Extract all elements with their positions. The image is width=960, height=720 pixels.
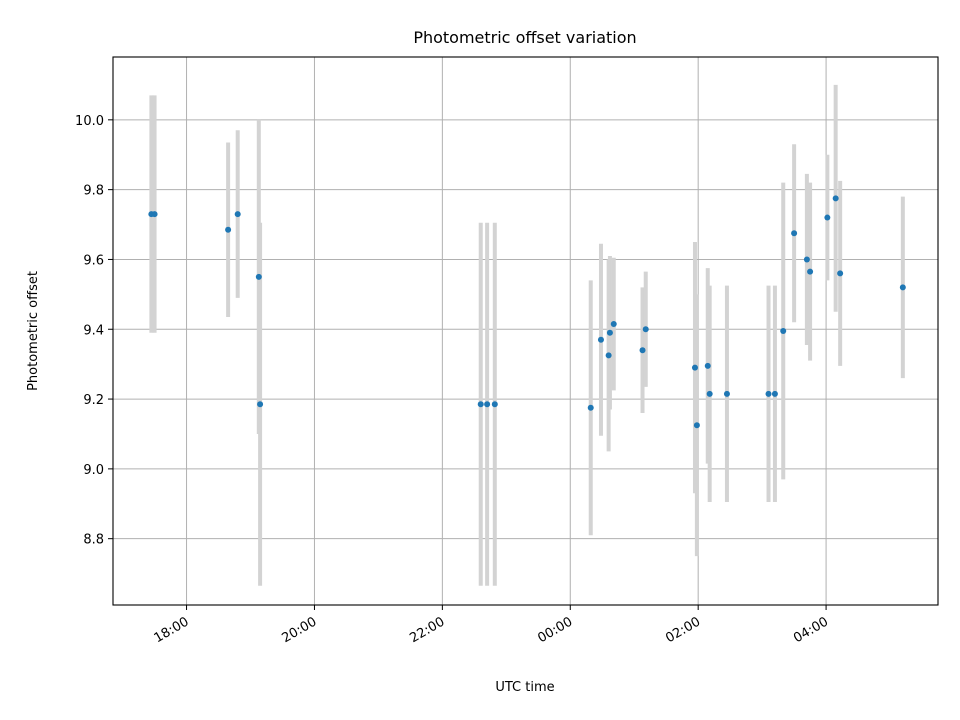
data-point <box>225 226 232 233</box>
y-tick-label: 9.8 <box>83 184 104 199</box>
data-point <box>832 195 839 202</box>
data-point <box>771 390 778 397</box>
data-point <box>706 390 713 397</box>
data-point <box>807 268 814 275</box>
x-axis-label: UTC time <box>495 680 554 695</box>
y-tick-label: 9.4 <box>83 323 104 338</box>
data-point <box>151 211 158 218</box>
y-tick-label: 9.6 <box>83 253 104 268</box>
data-point <box>597 336 604 343</box>
data-point <box>704 362 711 369</box>
y-axis-label: Photometric offset <box>26 271 41 391</box>
chart-title: Photometric offset variation <box>413 28 636 47</box>
data-point <box>257 401 264 408</box>
data-point <box>837 270 844 277</box>
data-point <box>491 401 498 408</box>
y-tick-label: 10.0 <box>75 114 104 129</box>
data-point <box>477 401 484 408</box>
data-point <box>693 422 700 429</box>
data-point <box>765 390 772 397</box>
data-point <box>642 326 649 333</box>
data-point <box>780 328 787 334</box>
data-point <box>484 401 491 408</box>
data-point <box>723 390 730 397</box>
data-point <box>899 284 906 291</box>
y-axis: 8.8 9.0 9.2 9.4 9.6 9.8 10.0 <box>75 114 113 548</box>
data-point <box>610 321 617 328</box>
data-point <box>824 214 831 221</box>
y-tick-label: 8.8 <box>83 533 104 548</box>
data-point <box>605 352 612 359</box>
plot-area-frame <box>112 56 939 606</box>
y-tick-label: 9.2 <box>83 393 104 408</box>
data-point <box>606 329 613 336</box>
data-points <box>148 195 906 429</box>
grid-lines <box>113 57 938 605</box>
data-point <box>255 273 262 280</box>
y-tick-label: 9.0 <box>83 463 104 478</box>
data-point <box>803 256 810 263</box>
data-point <box>791 230 798 237</box>
data-point <box>587 404 594 411</box>
data-point <box>234 211 241 218</box>
data-point <box>639 347 646 354</box>
data-point <box>691 364 698 371</box>
